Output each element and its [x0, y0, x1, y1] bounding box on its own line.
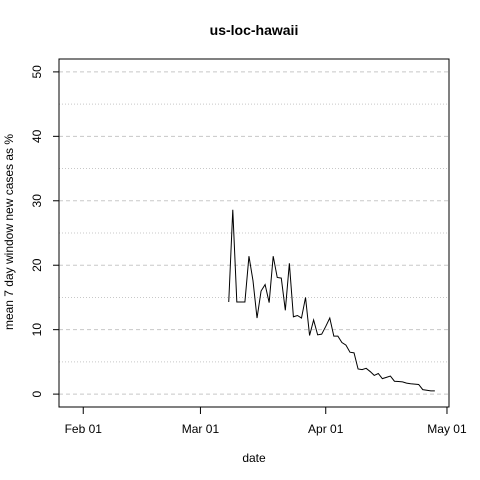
x-tick-label: May 01 [427, 422, 467, 436]
y-tick-label: 0 [30, 390, 44, 397]
y-tick-label: 40 [30, 129, 44, 143]
grid-lines [59, 71, 449, 395]
x-tick-label: Mar 01 [182, 422, 220, 436]
y-tick-label: 10 [30, 323, 44, 337]
x-tick-label: Apr 01 [308, 422, 344, 436]
y-tick-label: 50 [30, 65, 44, 79]
y-tick-label: 20 [30, 258, 44, 272]
x-tick-label: Feb 01 [65, 422, 103, 436]
y-tick-label: 30 [30, 194, 44, 208]
y-axis: 0 10 20 30 40 50 [30, 65, 60, 397]
x-axis: Feb 01 Mar 01 Apr 01 May 01 [65, 406, 467, 436]
chart-title: us-loc-hawaii [210, 22, 299, 38]
series-line-us-loc-hawaii [228, 209, 435, 392]
x-axis-label: date [242, 451, 266, 465]
y-axis-label: mean 7 day window new cases as % [2, 134, 16, 330]
